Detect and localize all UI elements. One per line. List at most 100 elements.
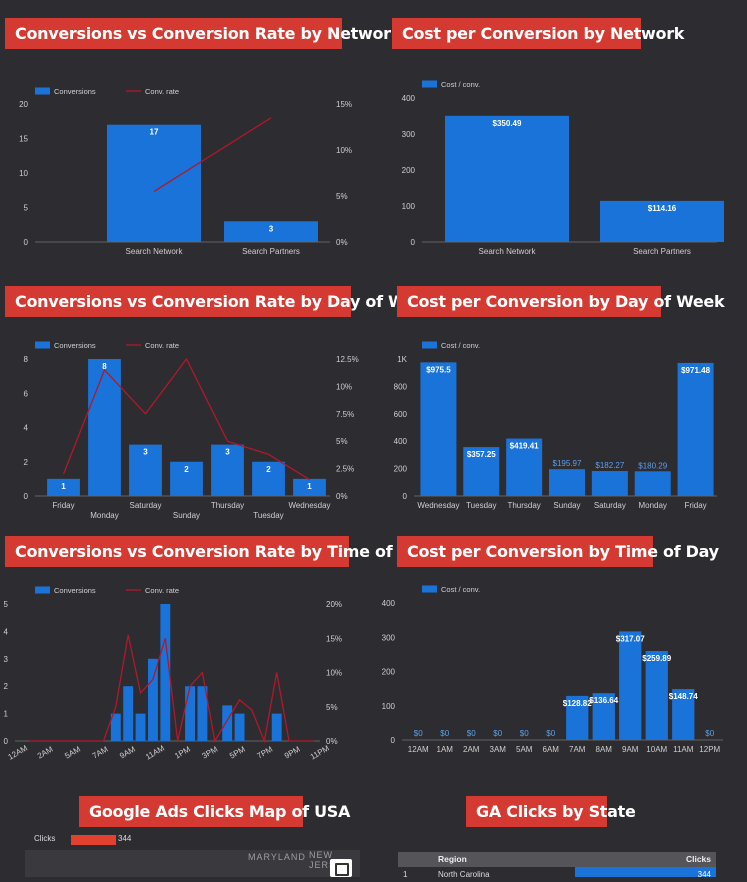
- x-tick-label-1: Monday: [90, 511, 118, 520]
- y-tick-label: 2: [4, 682, 9, 691]
- data-label-0: 1: [61, 482, 66, 491]
- data-label-2: 3: [143, 448, 148, 457]
- bar-0: [445, 115, 569, 242]
- legend-label-1: Conv. rate: [145, 87, 179, 96]
- y-tick-label: 20: [19, 100, 28, 109]
- y2-tick-label: 10%: [336, 382, 352, 391]
- map-legend: Clicks 0: [34, 834, 76, 843]
- x-tick-label-8: 5PM: [228, 744, 247, 760]
- title-clicks-by-state: GA Clicks by State: [466, 796, 636, 827]
- bar-20: [271, 713, 282, 741]
- y-tick-label: 100: [402, 202, 416, 211]
- title-cost-by-network: Cost per Conversion by Network: [392, 18, 684, 49]
- y-tick-label: 100: [382, 702, 396, 711]
- legend-label-0: Conversions: [54, 586, 96, 595]
- y2-tick-label: 5%: [336, 437, 348, 446]
- legend-label-0: Conversions: [54, 87, 96, 96]
- legend-label-1: Conv. rate: [145, 586, 179, 595]
- legend-label-1: Conv. rate: [145, 341, 179, 350]
- table-row[interactable]: 1 North Carolina 344: [398, 867, 716, 882]
- y-tick-label: 200: [402, 166, 416, 175]
- map-label-maryland: MARYLAND: [248, 852, 306, 862]
- y2-tick-label: 0%: [336, 238, 348, 247]
- data-label-1: 3: [269, 224, 274, 233]
- x-tick-label-1: Search Partners: [633, 247, 691, 256]
- y-tick-label: 3: [4, 655, 9, 664]
- data-label-2: $0: [467, 729, 476, 738]
- bar-16: [222, 705, 233, 741]
- x-tick-label-6: 1PM: [173, 744, 192, 760]
- row-region: North Carolina: [438, 870, 490, 879]
- x-tick-label-4: 9AM: [118, 744, 137, 760]
- conv-rate-line: [62, 357, 310, 481]
- bar-1: [88, 359, 121, 496]
- x-tick-label-3: Sunday: [173, 511, 200, 520]
- y2-tick-label: 7.5%: [336, 410, 354, 419]
- data-label-10: $148.74: [669, 692, 698, 701]
- y-tick-label: 0: [24, 492, 29, 501]
- header-region[interactable]: Region: [438, 854, 467, 864]
- x-tick-label-0: 12AM: [408, 745, 429, 754]
- data-label-5: 2: [266, 465, 271, 474]
- row-clicks: 344: [697, 870, 711, 879]
- x-tick-label-2: Saturday: [129, 501, 161, 510]
- x-tick-label-9: 7PM: [255, 744, 274, 760]
- y-tick-label: 600: [394, 410, 408, 419]
- x-tick-label-3: 7AM: [91, 744, 110, 760]
- x-tick-label-5: Monday: [638, 501, 666, 510]
- title-conversions-by-day: Conversions vs Conversion Rate by Day of…: [5, 286, 437, 317]
- x-tick-label-2: Thursday: [507, 501, 540, 510]
- data-label-8: $317.07: [616, 634, 645, 643]
- x-tick-label-0: Search Network: [126, 247, 184, 256]
- map-legend-gradient: [71, 835, 116, 845]
- bar-2: [129, 444, 162, 496]
- y-tick-label: 400: [382, 599, 396, 608]
- map-legend-label: Clicks: [34, 834, 56, 843]
- data-label-5: $180.29: [638, 461, 667, 470]
- x-tick-label-1: 1AM: [437, 745, 454, 754]
- state-table-header: Region Clicks: [398, 852, 716, 867]
- y-tick-label: 4: [4, 627, 9, 636]
- data-label-7: $136.64: [589, 696, 618, 705]
- y-tick-label: 2: [24, 458, 29, 467]
- bar-5: [252, 461, 285, 496]
- bar-4: [211, 444, 244, 496]
- x-tick-label-9: 10AM: [646, 745, 667, 754]
- title-cost-by-day: Cost per Conversion by Day of Week: [397, 286, 725, 317]
- bar-1: [463, 447, 500, 496]
- data-label-0: 17: [150, 128, 159, 137]
- header-clicks[interactable]: Clicks: [685, 854, 711, 864]
- data-label-0: $975.5: [426, 365, 451, 374]
- y-tick-label: 300: [402, 130, 416, 139]
- x-tick-label-1: Search Partners: [242, 247, 300, 256]
- data-label-1: $357.25: [467, 450, 496, 459]
- y2-tick-label: 5%: [326, 703, 338, 712]
- x-tick-label-3: Sunday: [553, 501, 580, 510]
- y2-tick-label: 10%: [336, 146, 352, 155]
- x-tick-label-2: 2AM: [463, 745, 480, 754]
- bar-13: [185, 686, 196, 741]
- legend-label-0: Conversions: [54, 341, 96, 350]
- row-bar: [575, 867, 716, 877]
- fullscreen-icon[interactable]: [330, 859, 352, 877]
- clicks-map[interactable]: MARYLAND NEW JERS: [25, 850, 360, 877]
- x-tick-label-4: Saturday: [594, 501, 626, 510]
- x-tick-label-4: Thursday: [211, 501, 244, 510]
- chart-conversions-by-time: Conversions Conv. rate 0 1 2 3 4 5 0% 5% 10% 15% 20%…: [4, 586, 342, 762]
- legend-label-0: Cost / conv.: [441, 341, 480, 350]
- bar-6: [677, 362, 714, 496]
- x-tick-label-5: 11AM: [144, 743, 166, 761]
- y-tick-label: 5: [4, 600, 9, 609]
- bar-1: [224, 221, 318, 242]
- bar-3: [549, 469, 585, 496]
- y-tick-label: 1: [4, 710, 9, 719]
- title-conversions-by-time: Conversions vs Conversion Rate by Time o…: [5, 536, 431, 567]
- conv-rate-line: [153, 117, 272, 192]
- map-legend-max: 344: [118, 834, 132, 843]
- data-label-4: 3: [225, 448, 230, 457]
- row-index: 1: [403, 870, 408, 879]
- data-label-6: $128.82: [563, 699, 592, 708]
- bar-8: [123, 686, 134, 741]
- x-tick-label-6: 7AM: [569, 745, 586, 754]
- x-tick-label-3: 3AM: [490, 745, 507, 754]
